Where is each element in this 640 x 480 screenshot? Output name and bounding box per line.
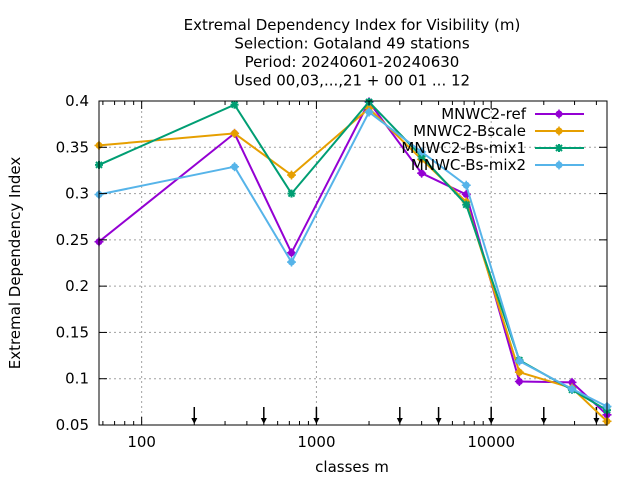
x-tick-label: 10000 bbox=[467, 433, 515, 451]
series-mnwc2-bscale bbox=[94, 103, 612, 426]
y-tick-label: 0.4 bbox=[65, 92, 89, 110]
y-tick-label: 0.25 bbox=[56, 231, 89, 249]
plot-frame bbox=[98, 100, 608, 426]
series-line bbox=[98, 107, 608, 423]
y-tick-label: 0.1 bbox=[65, 370, 89, 388]
axis-ticks: 0.05 0.1 0.15 0.2 0.25 0.3 0.35 0.4 100 1000 10000 bbox=[56, 92, 607, 451]
series-mnwc-bs-mix2 bbox=[94, 107, 612, 411]
title-line: Extremal Dependency Index for Visibility… bbox=[184, 16, 521, 34]
y-tick-label: 0.35 bbox=[56, 138, 89, 156]
y-axis-label: Extremal Dependency Index bbox=[6, 157, 24, 370]
series-line bbox=[98, 100, 608, 412]
title-line: Used 00,03,...,21 + 00 01 ... 12 bbox=[234, 72, 470, 90]
y-tick-label: 0.15 bbox=[56, 323, 89, 341]
series-mnwc2-bs-mix1 bbox=[95, 97, 611, 415]
point-marker bbox=[287, 189, 296, 198]
y-tick-label: 0.3 bbox=[65, 185, 89, 203]
series-line bbox=[98, 110, 608, 408]
legend-label: MNWC2-Bscale bbox=[413, 122, 526, 140]
series-mnwc2-ref bbox=[94, 97, 612, 420]
x-tick-label: 100 bbox=[127, 433, 156, 451]
threshold-markers bbox=[191, 407, 600, 424]
y-tick-label: 0.05 bbox=[56, 416, 89, 434]
series-group bbox=[94, 97, 612, 426]
chart-title: Extremal Dependency Index for Visibility… bbox=[184, 16, 521, 90]
legend-label: MNWC2-Bs-mix1 bbox=[401, 139, 526, 157]
grid bbox=[99, 101, 607, 425]
title-line: Selection: Gotaland 49 stations bbox=[234, 35, 469, 53]
x-tick-label: 1000 bbox=[297, 433, 335, 451]
legend-label: MNWC2-ref bbox=[441, 105, 526, 123]
point-marker bbox=[230, 100, 239, 109]
legend-label: MNWC-Bs-mix2 bbox=[411, 156, 526, 174]
point-marker bbox=[462, 200, 470, 209]
legend: MNWC2-refMNWC2-BscaleMNWC2-Bs-mix1MNWC-B… bbox=[401, 105, 584, 174]
x-axis-label: classes m bbox=[315, 458, 389, 476]
y-tick-label: 0.2 bbox=[65, 277, 89, 295]
title-line: Period: 20240601-20240630 bbox=[245, 53, 460, 71]
point-marker bbox=[555, 144, 563, 152]
